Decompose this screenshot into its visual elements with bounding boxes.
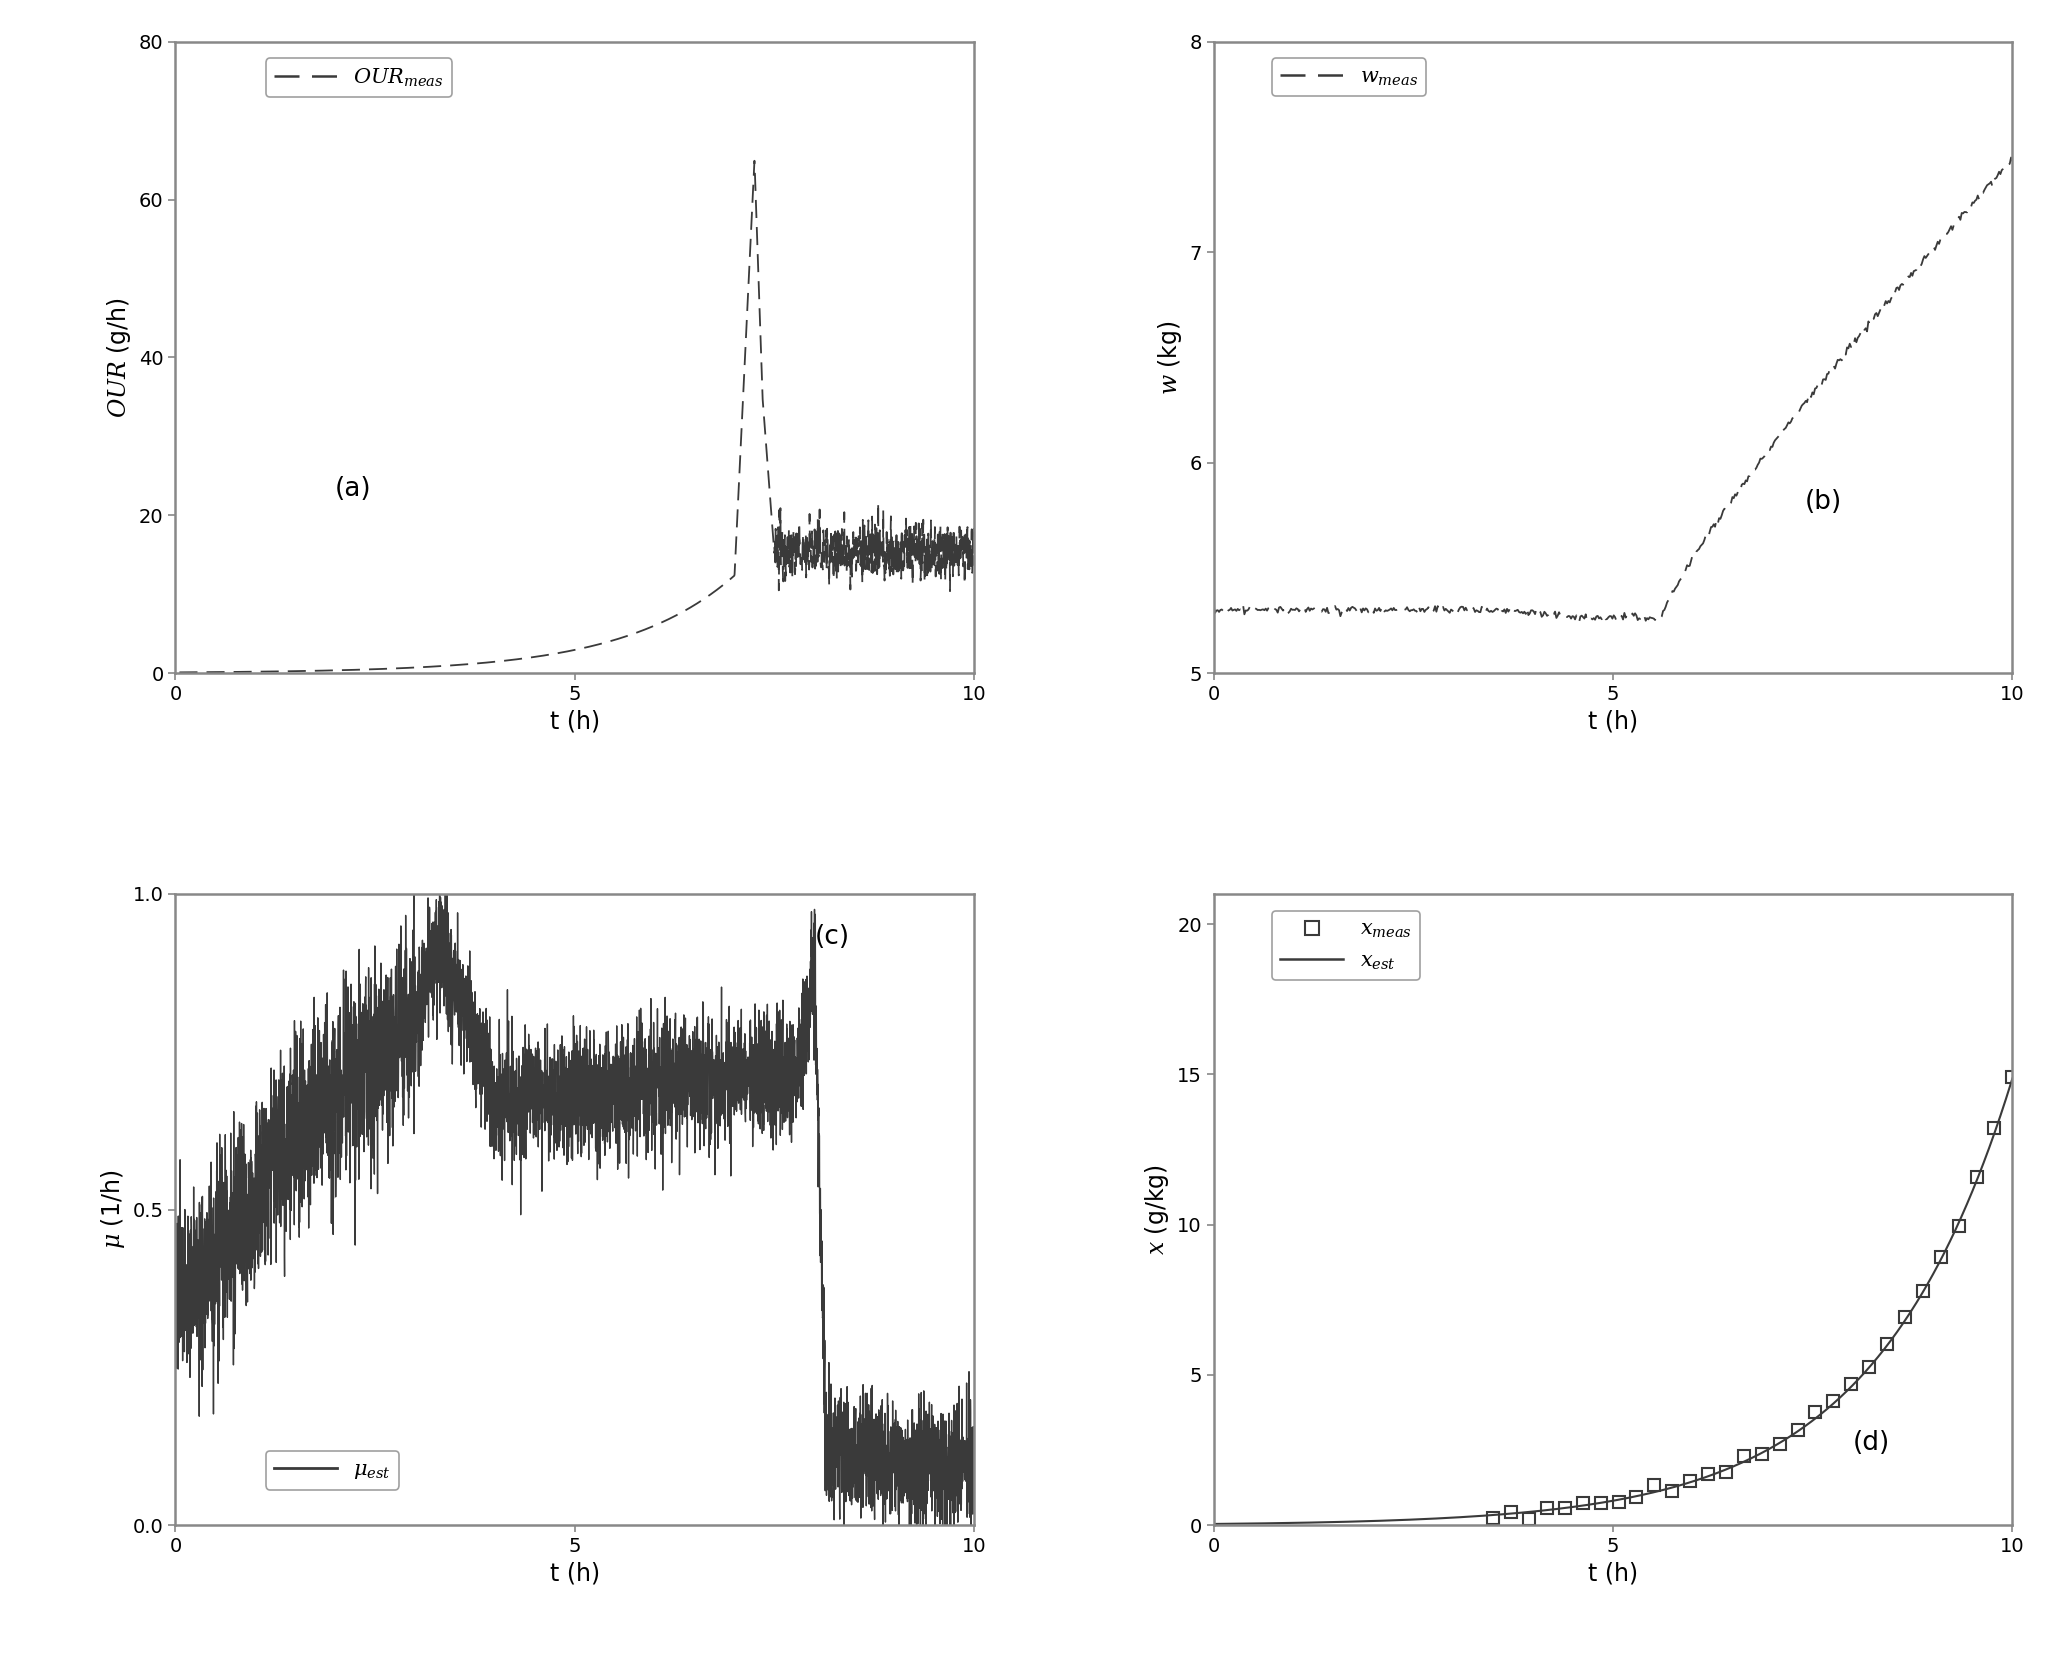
Text: (a): (a): [334, 477, 372, 502]
X-axis label: t (h): t (h): [1587, 710, 1639, 733]
Legend: $\mathit{w}_{meas}$: $\mathit{w}_{meas}$: [1271, 58, 1426, 97]
Legend: $\mathit{x}_{meas}$, $\mathit{x}_{est}$: $\mathit{x}_{meas}$, $\mathit{x}_{est}$: [1271, 910, 1420, 980]
Text: (c): (c): [815, 925, 850, 950]
X-axis label: t (h): t (h): [549, 1562, 601, 1585]
X-axis label: t (h): t (h): [1587, 1562, 1639, 1585]
Legend: $\mathit{OUR}_{meas}$: $\mathit{OUR}_{meas}$: [266, 58, 452, 97]
Y-axis label: $\mathit{x}$ (g/kg): $\mathit{x}$ (g/kg): [1143, 1164, 1172, 1255]
Text: (d): (d): [1853, 1430, 1891, 1455]
Text: (b): (b): [1804, 488, 1841, 515]
Y-axis label: $\mu$ (1/h): $\mu$ (1/h): [99, 1170, 128, 1249]
Y-axis label: $\mathit{w}$ (kg): $\mathit{w}$ (kg): [1156, 320, 1185, 395]
X-axis label: t (h): t (h): [549, 710, 601, 733]
Legend: $\mathit{\mu}_{est}$: $\mathit{\mu}_{est}$: [266, 1450, 398, 1490]
Y-axis label: $\mathit{OUR}$ (g/h): $\mathit{OUR}$ (g/h): [105, 297, 134, 418]
